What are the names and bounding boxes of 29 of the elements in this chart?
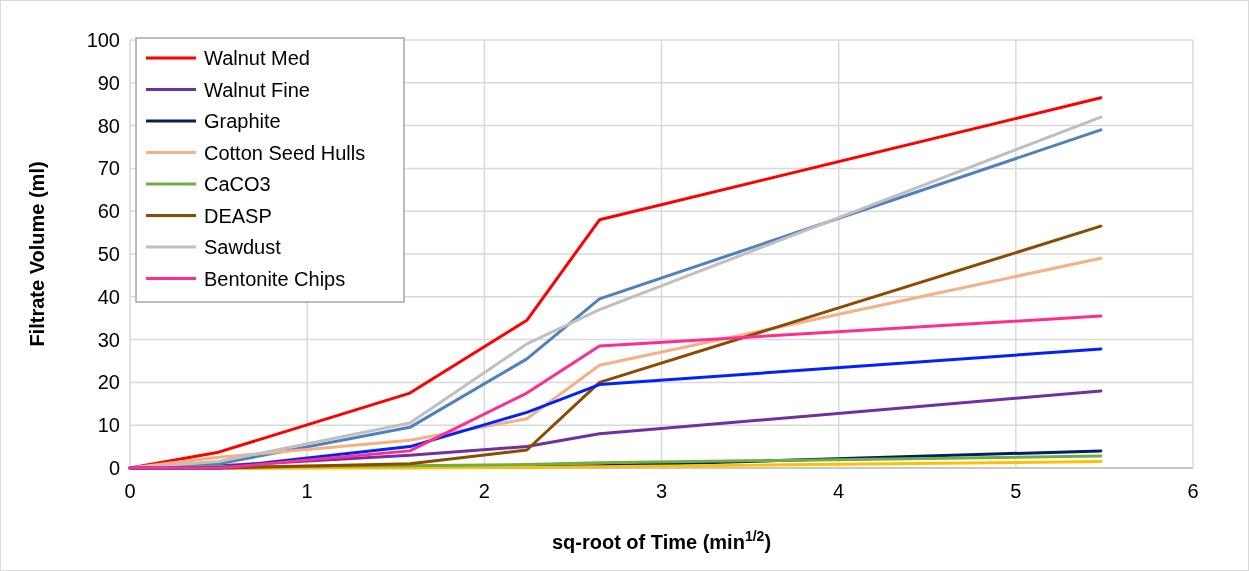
x-tick-label: 3 [655,480,668,502]
y-tick-label: 20 [97,371,120,394]
y-tick-label: 60 [97,200,120,223]
y-tick-label: 70 [97,157,120,180]
x-tick-label: 1 [301,480,313,502]
x-tick-label: 0 [124,480,136,502]
y-tick-label: 0 [108,457,120,479]
legend-label: Cotton Seed Hulls [204,141,366,164]
legend-label: Walnut Fine [204,78,310,101]
legend-label: Graphite [204,110,281,132]
x-axis-title: sq-root of Time (min$^{1/2}$) [551,528,772,553]
y-tick-label: 100 [86,29,120,51]
legend-label: DEASP [204,204,272,227]
y-tick-label: 30 [97,328,120,351]
x-tick-label: 6 [1187,480,1199,502]
x-tick-label: 4 [833,480,845,502]
legend-label: Bentonite Chips [204,267,346,290]
y-axis-title: Filtrate Volume (ml) [26,161,48,347]
y-tick-label: 80 [97,114,120,137]
y-tick-label: 10 [97,414,120,437]
y-tick-label: 40 [97,285,120,308]
x-tick-label: 2 [478,480,490,502]
y-tick-label: 50 [97,243,120,265]
legend-label: Sawdust [204,236,282,258]
legend-label: Walnut Med [204,47,310,69]
legend-label: CaCO3 [204,173,271,195]
x-tick-label: 5 [1010,480,1022,502]
y-tick-label: 90 [97,71,120,94]
line-series [128,314,1103,470]
